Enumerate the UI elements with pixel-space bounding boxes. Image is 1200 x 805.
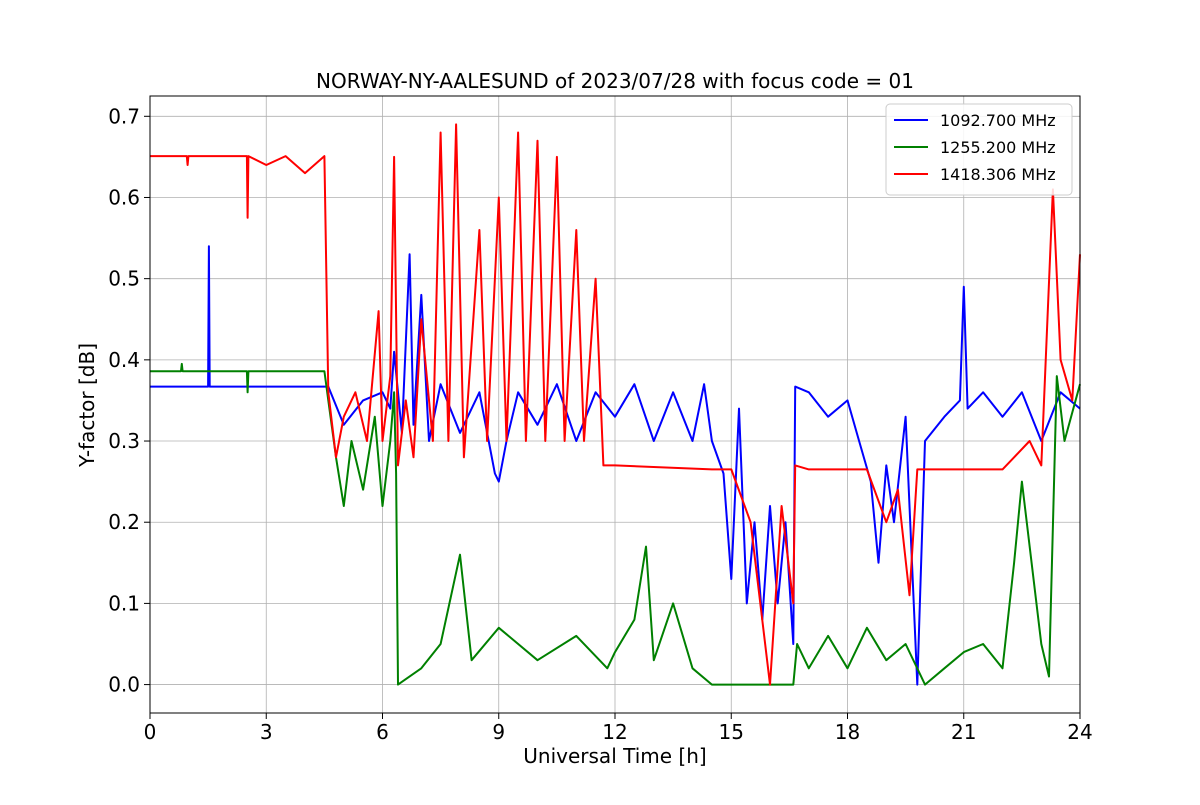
x-tick-label: 0	[144, 720, 157, 744]
legend-box	[885, 103, 1073, 196]
x-tick-label: 24	[1067, 720, 1092, 744]
x-tick-label: 6	[376, 720, 389, 744]
y-tick-label: 0.1	[108, 591, 140, 615]
chart-title: NORWAY-NY-AALESUND of 2023/07/28 with fo…	[316, 69, 914, 93]
x-tick-label: 3	[260, 720, 273, 744]
x-tick-label: 12	[602, 720, 627, 744]
series-line-1	[150, 245, 1081, 686]
y-tick-label: 0.5	[108, 267, 140, 291]
y-tick-label: 0.0	[108, 673, 140, 697]
x-tick-label: 18	[835, 720, 860, 744]
y-axis-label: Y-factor [dB]	[75, 343, 99, 468]
y-tick-label: 0.4	[108, 348, 140, 372]
legend-label: 1418.306 MHz	[940, 165, 1056, 184]
y-tick-label: 0.6	[108, 185, 140, 209]
legend-label: 1255.200 MHz	[940, 138, 1056, 157]
y-axis-ticks: 0.0 0.1 0.2 0.3 0.4 0.5 0.6 0.7	[108, 104, 150, 697]
y-tick-label: 0.2	[108, 510, 140, 534]
legend-label: 1092.700 MHz	[940, 111, 1056, 130]
x-tick-label: 15	[719, 720, 744, 744]
x-tick-label: 9	[492, 720, 505, 744]
x-axis-ticks: 0 3 6 9 12 15 18 21 24	[144, 713, 1093, 744]
x-axis-label: Universal Time [h]	[523, 744, 706, 768]
series-layer	[150, 123, 1081, 686]
x-tick-label: 21	[951, 720, 976, 744]
legend: 1092.700 MHz 1255.200 MHz 1418.306 MHz	[885, 103, 1073, 196]
y-tick-label: 0.3	[108, 429, 140, 453]
y-tick-label: 0.7	[108, 104, 140, 128]
series-line-3	[150, 123, 1081, 686]
